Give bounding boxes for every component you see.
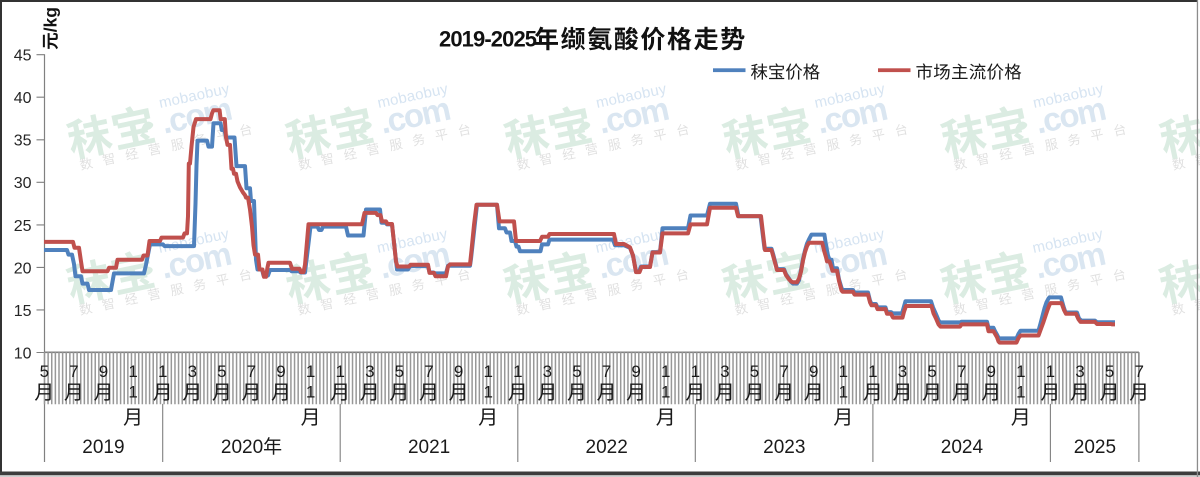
svg-text:1: 1 bbox=[128, 362, 137, 381]
svg-text:7: 7 bbox=[247, 362, 256, 381]
svg-text:1: 1 bbox=[1016, 383, 1025, 402]
svg-text:1: 1 bbox=[483, 362, 492, 381]
svg-text:5: 5 bbox=[927, 362, 936, 381]
svg-text:20: 20 bbox=[14, 260, 32, 277]
svg-text:1: 1 bbox=[839, 383, 848, 402]
svg-text:1: 1 bbox=[661, 383, 670, 402]
svg-text:2019: 2019 bbox=[82, 437, 124, 458]
svg-text:1: 1 bbox=[691, 362, 700, 381]
svg-text:1: 1 bbox=[158, 362, 167, 381]
svg-text:5: 5 bbox=[572, 362, 581, 381]
svg-text:9: 9 bbox=[986, 362, 995, 381]
svg-text:2025: 2025 bbox=[1074, 437, 1116, 458]
svg-text:9: 9 bbox=[276, 362, 285, 381]
svg-text:3: 3 bbox=[365, 362, 374, 381]
svg-text:2023: 2023 bbox=[763, 437, 805, 458]
svg-text:2019-2025: 2019-2025 bbox=[439, 27, 537, 52]
svg-text:25: 25 bbox=[14, 218, 32, 235]
svg-text:3: 3 bbox=[720, 362, 729, 381]
svg-text:5: 5 bbox=[750, 362, 759, 381]
svg-text:7: 7 bbox=[957, 362, 966, 381]
svg-text:2020: 2020 bbox=[221, 437, 263, 458]
svg-text:1: 1 bbox=[513, 362, 522, 381]
svg-text:1: 1 bbox=[1016, 362, 1025, 381]
svg-text:1: 1 bbox=[661, 362, 670, 381]
svg-text:2021: 2021 bbox=[408, 437, 450, 458]
svg-text:/kg: /kg bbox=[41, 7, 61, 32]
svg-text:9: 9 bbox=[809, 362, 818, 381]
svg-text:45: 45 bbox=[14, 48, 32, 65]
svg-text:7: 7 bbox=[69, 362, 78, 381]
svg-text:35: 35 bbox=[14, 133, 32, 150]
svg-text:7: 7 bbox=[1134, 362, 1143, 381]
svg-text:7: 7 bbox=[424, 362, 433, 381]
svg-text:10: 10 bbox=[14, 345, 32, 362]
svg-text:7: 7 bbox=[779, 362, 788, 381]
svg-text:1: 1 bbox=[128, 383, 137, 402]
svg-text:9: 9 bbox=[99, 362, 108, 381]
svg-text:1: 1 bbox=[306, 383, 315, 402]
svg-text:40: 40 bbox=[14, 90, 32, 107]
svg-text:15: 15 bbox=[14, 303, 32, 320]
svg-text:3: 3 bbox=[898, 362, 907, 381]
svg-text:5: 5 bbox=[395, 362, 404, 381]
svg-text:3: 3 bbox=[543, 362, 552, 381]
svg-text:7: 7 bbox=[602, 362, 611, 381]
svg-text:1: 1 bbox=[839, 362, 848, 381]
svg-text:3: 3 bbox=[188, 362, 197, 381]
svg-text:1: 1 bbox=[1046, 362, 1055, 381]
svg-text:2024: 2024 bbox=[941, 437, 984, 458]
svg-text:5: 5 bbox=[217, 362, 226, 381]
svg-text:9: 9 bbox=[454, 362, 463, 381]
svg-text:5: 5 bbox=[1105, 362, 1114, 381]
svg-text:1: 1 bbox=[335, 362, 344, 381]
svg-text:2022: 2022 bbox=[586, 437, 628, 458]
svg-text:9: 9 bbox=[631, 362, 640, 381]
svg-text:3: 3 bbox=[1075, 362, 1084, 381]
svg-text:1: 1 bbox=[483, 383, 492, 402]
svg-text:1: 1 bbox=[306, 362, 315, 381]
svg-text:1: 1 bbox=[868, 362, 877, 381]
svg-text:30: 30 bbox=[14, 175, 32, 192]
svg-text:5: 5 bbox=[40, 362, 49, 381]
